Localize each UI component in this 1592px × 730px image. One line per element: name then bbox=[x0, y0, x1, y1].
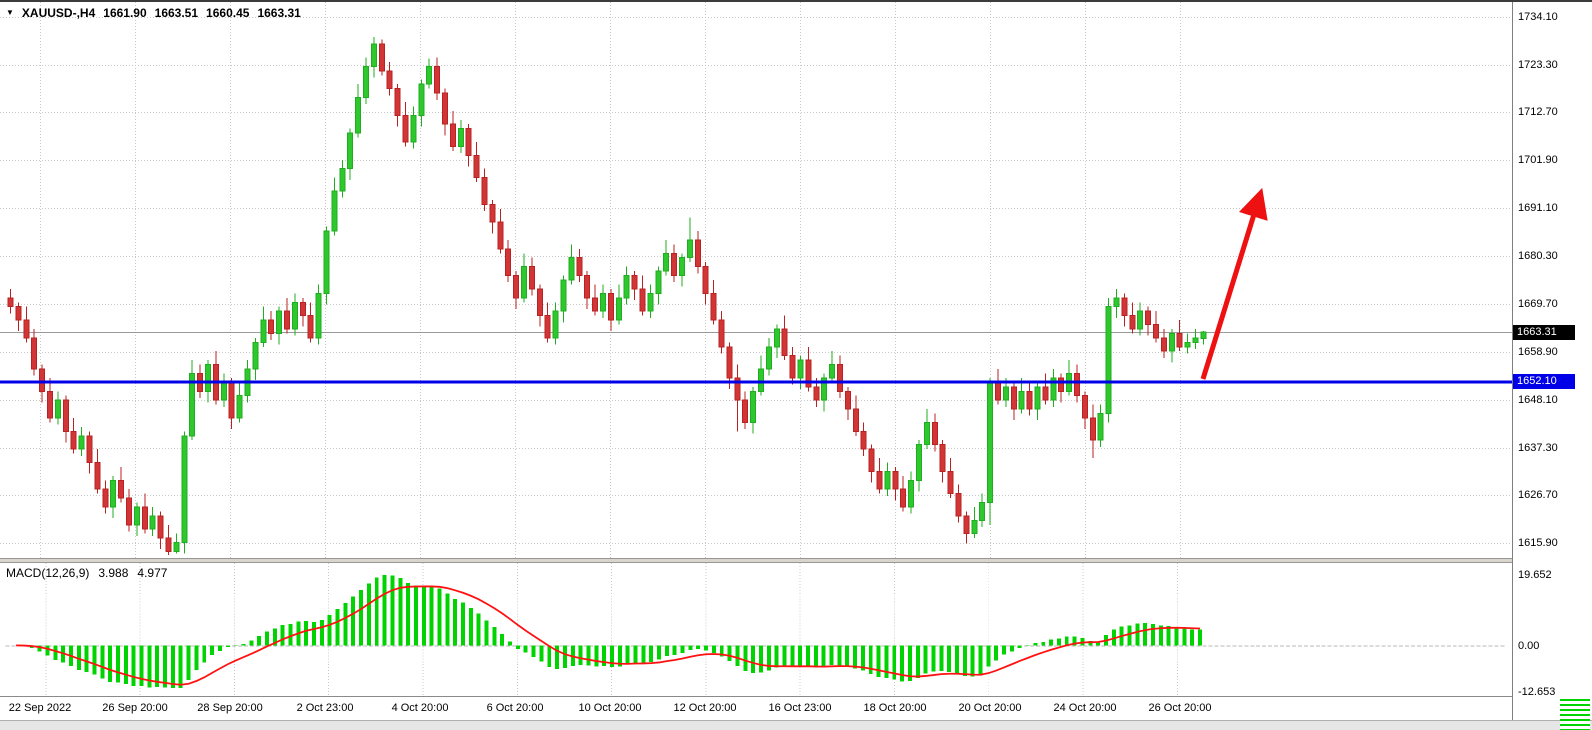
indicator-name: MACD(12,26,9) bbox=[6, 566, 90, 580]
macd-signal-line bbox=[16, 585, 1201, 686]
price-axis-label: 1615.90 bbox=[1518, 537, 1558, 549]
price-axis-label: 1723.30 bbox=[1518, 59, 1558, 72]
time-axis-label: 6 Oct 20:00 bbox=[486, 702, 544, 714]
price-chart-svg[interactable] bbox=[0, 2, 1512, 558]
time-axis-label: 16 Oct 23:00 bbox=[768, 702, 832, 714]
indicator-label: MACD(12,26,9) 3.988 4.977 bbox=[6, 566, 167, 580]
trend-arrow[interactable] bbox=[1200, 187, 1268, 380]
macd-axis-label: -12.653 bbox=[1518, 685, 1556, 698]
indicator-value-main: 3.988 bbox=[98, 566, 129, 580]
time-axis-label: 12 Oct 20:00 bbox=[673, 702, 737, 714]
time-axis-label: 28 Sep 20:00 bbox=[197, 702, 263, 714]
macd-chart-svg[interactable] bbox=[0, 563, 1512, 696]
time-axis-label: 2 Oct 23:00 bbox=[296, 702, 354, 714]
time-axis-label: 26 Sep 20:00 bbox=[102, 702, 168, 714]
horizontal-scrollbar[interactable] bbox=[0, 720, 1592, 730]
symbol-info: ▼ XAUUSD-,H4 1661.90 1663.51 1660.45 166… bbox=[6, 6, 301, 20]
price-axis-label: 1648.10 bbox=[1518, 393, 1558, 406]
time-axis-label: 22 Sep 2022 bbox=[8, 702, 72, 714]
macd-panel[interactable]: MACD(12,26,9) 3.988 4.977 bbox=[0, 563, 1512, 697]
ohlc-open: 1661.90 bbox=[103, 6, 147, 20]
price-axis-label: 1658.90 bbox=[1518, 345, 1558, 358]
macd-grid bbox=[45, 563, 1178, 696]
price-grid bbox=[0, 2, 1512, 558]
price-axis-label: 1691.10 bbox=[1518, 202, 1558, 215]
panel-splitter[interactable] bbox=[0, 558, 1592, 563]
ohlc-high: 1663.51 bbox=[154, 6, 199, 20]
time-axis-label: 4 Oct 20:00 bbox=[391, 702, 449, 714]
macd-axis-label: 0.00 bbox=[1518, 640, 1540, 652]
price-axis-label: 1637.30 bbox=[1518, 441, 1558, 454]
time-axis-label: 18 Oct 20:00 bbox=[863, 702, 927, 714]
candles bbox=[7, 37, 1207, 556]
price-axis-label: 1701.90 bbox=[1518, 154, 1558, 167]
price-axis-label: 1669.70 bbox=[1518, 297, 1558, 310]
macd-histogram bbox=[21, 575, 1203, 689]
price-axis-label: 1680.30 bbox=[1518, 250, 1558, 263]
symbol-caret-icon: ▼ bbox=[6, 8, 14, 17]
time-axis-label: 24 Oct 20:00 bbox=[1053, 702, 1117, 714]
symbol-timeframe-label: XAUUSD-,H4 bbox=[21, 6, 96, 20]
time-axis-label: 10 Oct 20:00 bbox=[578, 702, 642, 714]
resize-grip[interactable] bbox=[1560, 699, 1590, 730]
time-axis-label: 20 Oct 20:00 bbox=[958, 702, 1022, 714]
price-axis-label: 1712.70 bbox=[1518, 106, 1558, 119]
last-price-tag: 1663.31 bbox=[1513, 324, 1575, 340]
macd-axis-label: 19.652 bbox=[1518, 569, 1552, 582]
ohlc-low: 1660.45 bbox=[206, 6, 250, 20]
hline-price-tag: 1652.10 bbox=[1513, 374, 1575, 390]
time-axis-label: 26 Oct 20:00 bbox=[1148, 702, 1212, 714]
time-axis[interactable]: 22 Sep 2022 26 Sep 20:00 28 Sep 20:00 2 Oct… bbox=[0, 698, 1512, 720]
ohlc-close: 1663.31 bbox=[257, 6, 301, 20]
price-axis-label: 1734.10 bbox=[1518, 11, 1558, 23]
price-axis-label: 1626.70 bbox=[1518, 488, 1558, 501]
price-chart-panel[interactable]: ▼ XAUUSD-,H4 1661.90 1663.51 1660.45 166… bbox=[0, 2, 1512, 558]
price-axis[interactable]: 1663.31 1652.10 1734.10 1723.30 1712.70 170… bbox=[1512, 2, 1592, 720]
indicator-value-signal: 4.977 bbox=[137, 566, 168, 580]
